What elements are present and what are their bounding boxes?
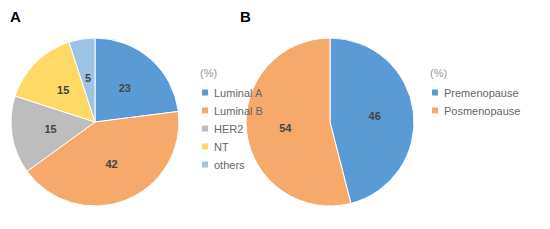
svg-text:A: A — [10, 8, 21, 25]
svg-text:46: 46 — [369, 110, 381, 122]
svg-text:Premenopause: Premenopause — [444, 87, 519, 99]
svg-text:15: 15 — [57, 84, 69, 96]
svg-text:B: B — [240, 8, 251, 25]
svg-text:HER2: HER2 — [214, 123, 243, 135]
svg-text:15: 15 — [44, 123, 56, 135]
svg-text:Luminal A: Luminal A — [214, 87, 263, 99]
svg-text:NT: NT — [214, 141, 229, 153]
svg-text:Luminal B: Luminal B — [214, 105, 263, 117]
svg-text:23: 23 — [119, 82, 131, 94]
svg-text:(%): (%) — [200, 67, 217, 79]
svg-text:others: others — [214, 159, 245, 171]
svg-text:5: 5 — [85, 72, 91, 84]
svg-text:(%): (%) — [430, 67, 447, 79]
svg-text:42: 42 — [105, 158, 117, 170]
svg-text:54: 54 — [279, 122, 292, 134]
svg-text:Posmenopause: Posmenopause — [444, 105, 520, 117]
